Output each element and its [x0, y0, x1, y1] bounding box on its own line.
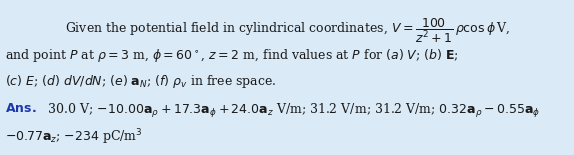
Text: Given the potential field in cylindrical coordinates, $V = \dfrac{100}{z^2+1}\,\: Given the potential field in cylindrical…	[64, 17, 510, 45]
Text: $- 0.77\mathbf{a}_z$; $-234$ pC/m$^3$: $- 0.77\mathbf{a}_z$; $-234$ pC/m$^3$	[5, 127, 143, 147]
Text: $\mathbf{Ans.}$: $\mathbf{Ans.}$	[5, 102, 37, 115]
Text: $(c)$ $E$; $(d)$ $dV/dN$; $(e)$ $\mathbf{a}_N$; $(f)$ $\rho_v$ in free space.: $(c)$ $E$; $(d)$ $dV/dN$; $(e)$ $\mathbf…	[5, 73, 277, 90]
Text: 30.0 V; $-10.00\mathbf{a}_\rho + 17.3\mathbf{a}_\phi + 24.0\mathbf{a}_z$ V/m; 31: 30.0 V; $-10.00\mathbf{a}_\rho + 17.3\ma…	[44, 102, 540, 120]
Text: and point $P$ at $\rho = 3$ m, $\phi = 60^\circ$, $z = 2$ m, find values at $P$ : and point $P$ at $\rho = 3$ m, $\phi = 6…	[5, 47, 459, 64]
